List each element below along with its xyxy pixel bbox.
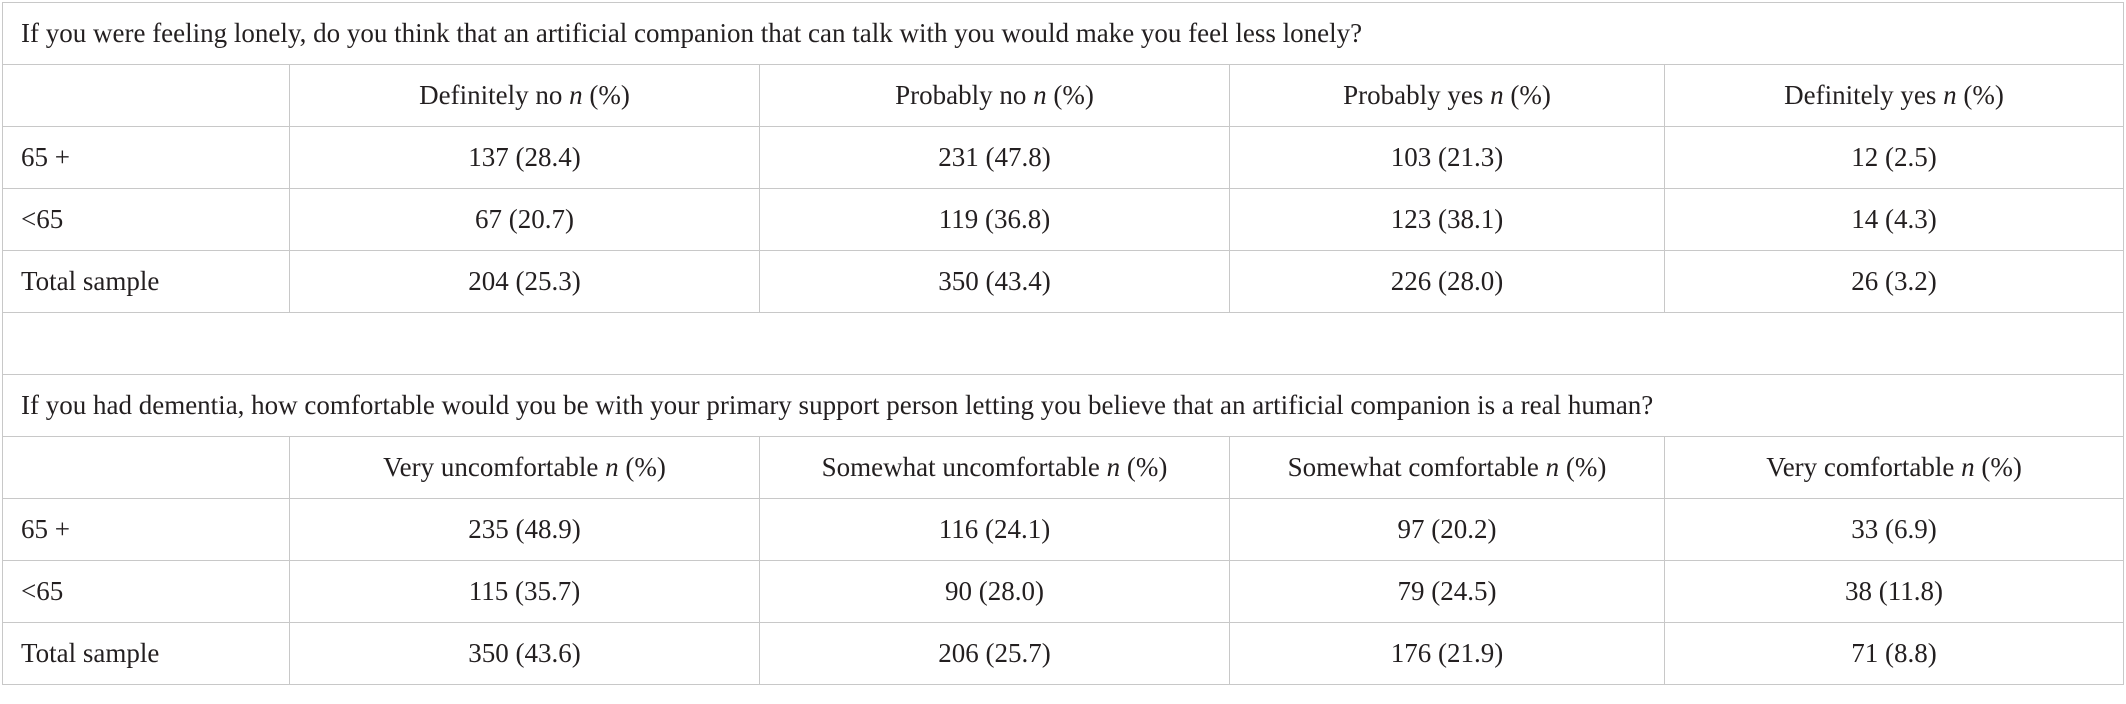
column-header-label: Somewhat uncomfortable xyxy=(821,452,1100,482)
row-label: 65 + xyxy=(2,498,290,561)
table-cell: 26 (3.2) xyxy=(1663,250,2125,313)
column-header-label: Definitely no xyxy=(419,80,563,110)
row-label: Total sample xyxy=(2,622,290,685)
column-header-n: n xyxy=(1106,452,1121,482)
column-header: Definitely no n (%) xyxy=(289,64,760,127)
column-header-n: n xyxy=(1545,452,1560,482)
column-header-pct: (%) xyxy=(589,80,630,110)
column-header: Definitely yes n (%) xyxy=(1663,64,2125,127)
table-cell: 38 (11.8) xyxy=(1663,560,2125,623)
spacer-cell xyxy=(1,312,2125,375)
column-header-label: Probably no xyxy=(895,80,1027,110)
table-cell: 235 (48.9) xyxy=(289,498,760,561)
table-cell: 231 (47.8) xyxy=(759,126,1230,189)
column-header-n: n xyxy=(1961,452,1975,482)
column-header-pct: (%) xyxy=(625,452,666,482)
table-cell: 226 (28.0) xyxy=(1229,250,1665,313)
question-row: If you had dementia, how comfortable wou… xyxy=(1,374,2125,437)
table-row: Total sample 204 (25.3) 350 (43.4) 226 (… xyxy=(2,250,2125,313)
column-header-label: Somewhat comfortable xyxy=(1287,452,1539,482)
column-header-pct: (%) xyxy=(1565,452,1607,482)
table-cell: 97 (20.2) xyxy=(1229,498,1665,561)
column-header-label: Very uncomfortable xyxy=(383,452,599,482)
table-row: <65 67 (20.7) 119 (36.8) 123 (38.1) 14 (… xyxy=(2,188,2125,251)
table-cell: 350 (43.6) xyxy=(289,622,760,685)
column-header-label: Probably yes xyxy=(1343,80,1484,110)
empty-header-cell xyxy=(2,436,290,499)
column-header-n: n xyxy=(1490,80,1504,110)
table-cell: 350 (43.4) xyxy=(759,250,1230,313)
column-header: Very uncomfortable n (%) xyxy=(289,436,760,499)
table-row: <65 115 (35.7) 90 (28.0) 79 (24.5) 38 (1… xyxy=(2,560,2125,623)
column-header: Probably yes n (%) xyxy=(1229,64,1665,127)
column-header-pct: (%) xyxy=(1510,80,1551,110)
column-header-pct: (%) xyxy=(1053,80,1094,110)
table-cell: 71 (8.8) xyxy=(1663,622,2125,685)
column-header-row: Very uncomfortable n (%) Somewhat uncomf… xyxy=(2,436,2125,499)
table-cell: 90 (28.0) xyxy=(759,560,1230,623)
row-label: <65 xyxy=(2,188,290,251)
table-cell: 123 (38.1) xyxy=(1229,188,1665,251)
survey-table-container: If you were feeling lonely, do you think… xyxy=(1,2,2125,685)
table-cell: 12 (2.5) xyxy=(1663,126,2125,189)
column-header: Somewhat uncomfortable n (%) xyxy=(759,436,1230,499)
column-header-n: n xyxy=(569,80,583,110)
table-cell: 204 (25.3) xyxy=(289,250,760,313)
survey-table: If you were feeling lonely, do you think… xyxy=(1,2,2125,685)
table-cell: 79 (24.5) xyxy=(1229,560,1665,623)
column-header-n: n xyxy=(1943,80,1957,110)
column-header-pct: (%) xyxy=(1981,452,2022,482)
table-cell: 67 (20.7) xyxy=(289,188,760,251)
table-row: Total sample 350 (43.6) 206 (25.7) 176 (… xyxy=(2,622,2125,685)
column-header: Probably no n (%) xyxy=(759,64,1230,127)
column-header-row: Definitely no n (%) Probably no n (%) Pr… xyxy=(2,64,2125,127)
table-row: 65 + 235 (48.9) 116 (24.1) 97 (20.2) 33 … xyxy=(2,498,2125,561)
column-header: Somewhat comfortable n (%) xyxy=(1229,436,1665,499)
question-text: If you were feeling lonely, do you think… xyxy=(1,2,2125,65)
column-header: Very comfortable n (%) xyxy=(1663,436,2125,499)
table-cell: 33 (6.9) xyxy=(1663,498,2125,561)
table-cell: 176 (21.9) xyxy=(1229,622,1665,685)
empty-header-cell xyxy=(2,64,290,127)
column-header-n: n xyxy=(1033,80,1047,110)
column-header-n: n xyxy=(605,452,619,482)
table-cell: 137 (28.4) xyxy=(289,126,760,189)
row-label: <65 xyxy=(2,560,290,623)
table-cell: 206 (25.7) xyxy=(759,622,1230,685)
row-label: 65 + xyxy=(2,126,290,189)
table-cell: 116 (24.1) xyxy=(759,498,1230,561)
row-label: Total sample xyxy=(2,250,290,313)
column-header-label: Definitely yes xyxy=(1784,80,1937,110)
column-header-pct: (%) xyxy=(1963,80,2004,110)
table-cell: 103 (21.3) xyxy=(1229,126,1665,189)
spacer-row xyxy=(1,312,2125,375)
question-row: If you were feeling lonely, do you think… xyxy=(1,2,2125,65)
question-text: If you had dementia, how comfortable wou… xyxy=(1,374,2125,437)
column-header-pct: (%) xyxy=(1126,452,1168,482)
table-cell: 119 (36.8) xyxy=(759,188,1230,251)
table-row: 65 + 137 (28.4) 231 (47.8) 103 (21.3) 12… xyxy=(2,126,2125,189)
table-cell: 115 (35.7) xyxy=(289,560,760,623)
table-cell: 14 (4.3) xyxy=(1663,188,2125,251)
column-header-label: Very comfortable xyxy=(1766,452,1955,482)
